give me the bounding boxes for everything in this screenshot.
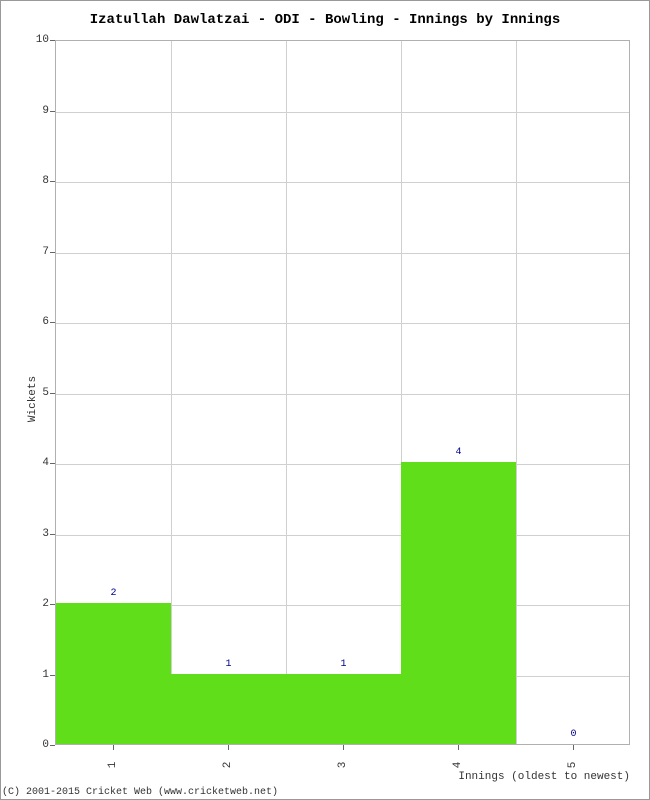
gridline-horizontal [56, 182, 629, 183]
x-tick-label: 5 [567, 762, 579, 769]
y-tick-label: 4 [31, 457, 49, 469]
bar [171, 674, 286, 745]
y-tick-label: 3 [31, 528, 49, 540]
gridline-vertical [171, 41, 172, 744]
bar-value-label: 4 [455, 447, 461, 458]
x-tick-label: 4 [452, 762, 464, 769]
y-tick-mark [50, 604, 55, 605]
y-tick-mark [50, 463, 55, 464]
y-tick-mark [50, 534, 55, 535]
y-axis-label: Wickets [27, 375, 39, 421]
y-tick-label: 0 [31, 739, 49, 751]
gridline-horizontal [56, 112, 629, 113]
gridline-horizontal [56, 464, 629, 465]
bar [286, 674, 401, 745]
gridline-horizontal [56, 253, 629, 254]
gridline-vertical [286, 41, 287, 744]
y-tick-label: 2 [31, 598, 49, 610]
bar-value-label: 0 [570, 729, 576, 740]
y-tick-label: 1 [31, 669, 49, 681]
x-tick-mark [458, 745, 459, 750]
y-tick-label: 9 [31, 105, 49, 117]
gridline-horizontal [56, 535, 629, 536]
x-tick-mark [113, 745, 114, 750]
y-tick-label: 7 [31, 246, 49, 258]
y-tick-label: 5 [31, 387, 49, 399]
y-tick-mark [50, 40, 55, 41]
y-tick-mark [50, 745, 55, 746]
y-tick-mark [50, 111, 55, 112]
x-tick-mark [228, 745, 229, 750]
bar-value-label: 1 [340, 659, 346, 670]
y-tick-mark [50, 181, 55, 182]
x-axis-label: Innings (oldest to newest) [458, 771, 630, 783]
plot-area: 2 1 1 4 0 [55, 40, 630, 745]
y-tick-label: 6 [31, 316, 49, 328]
gridline-horizontal [56, 323, 629, 324]
bar-value-label: 2 [110, 588, 116, 599]
x-tick-label: 1 [107, 762, 119, 769]
x-tick-mark [573, 745, 574, 750]
x-tick-label: 2 [222, 762, 234, 769]
copyright-text: (C) 2001-2015 Cricket Web (www.cricketwe… [2, 787, 278, 798]
bar [401, 462, 516, 744]
y-tick-mark [50, 675, 55, 676]
x-tick-label: 3 [337, 762, 349, 769]
bar-value-label: 1 [225, 659, 231, 670]
gridline-vertical [516, 41, 517, 744]
y-tick-mark [50, 393, 55, 394]
y-tick-label: 10 [31, 34, 49, 46]
y-tick-label: 8 [31, 175, 49, 187]
x-tick-mark [343, 745, 344, 750]
gridline-horizontal [56, 394, 629, 395]
y-tick-mark [50, 252, 55, 253]
y-tick-mark [50, 322, 55, 323]
chart-title: Izatullah Dawlatzai - ODI - Bowling - In… [0, 0, 650, 28]
bar [56, 603, 171, 744]
